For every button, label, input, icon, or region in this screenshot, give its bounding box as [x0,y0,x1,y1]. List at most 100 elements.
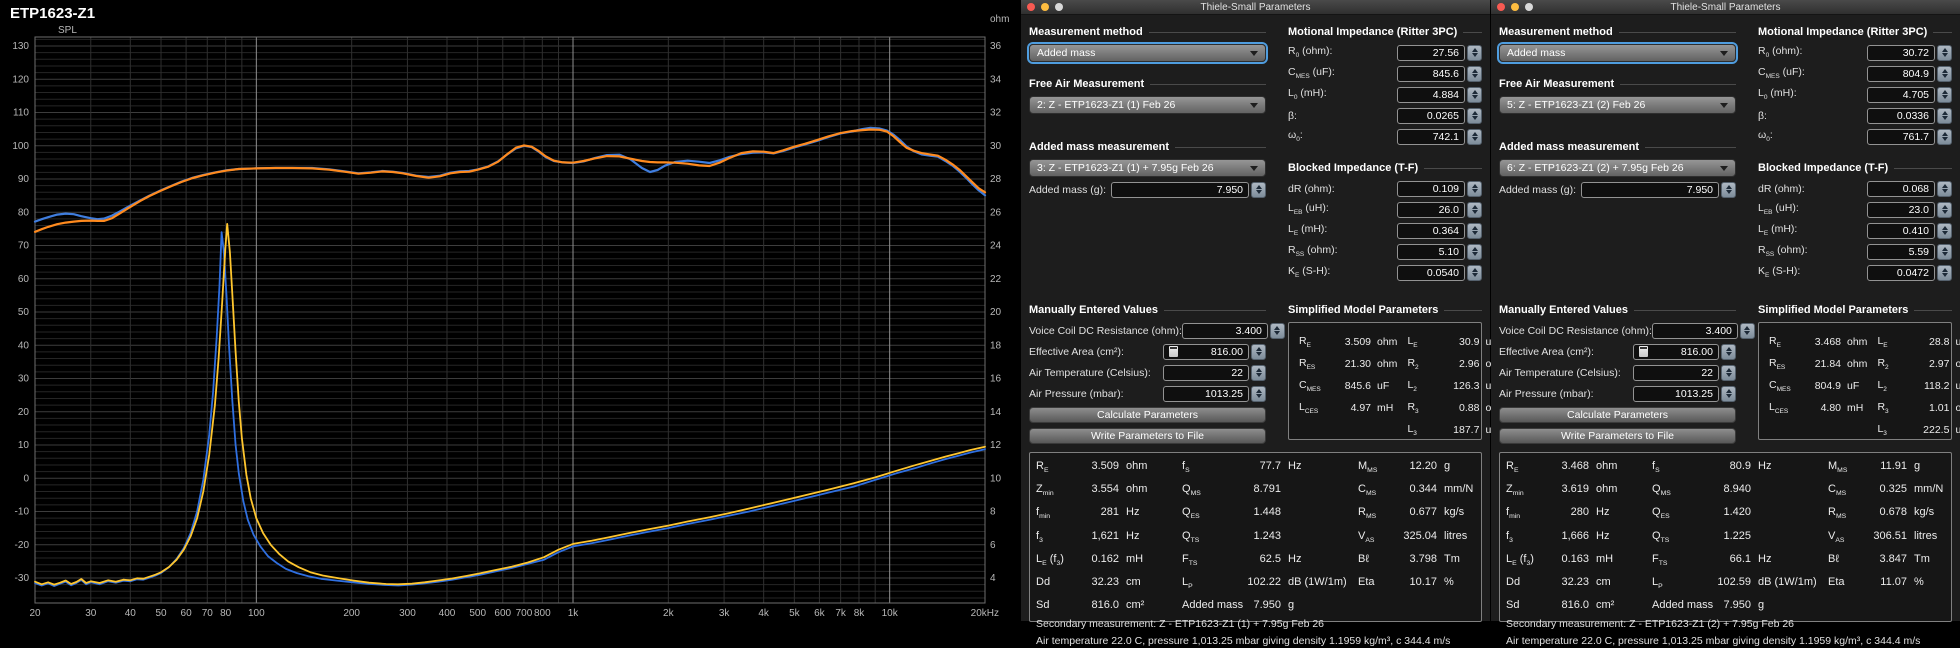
step-up-icon[interactable] [1725,347,1732,351]
step-up-icon[interactable] [1274,326,1281,330]
blocked-le-input[interactable]: 0.364 [1397,222,1465,239]
step-down-icon[interactable] [1255,373,1262,377]
step-up-icon[interactable] [1941,247,1948,251]
stepper[interactable] [1739,322,1755,339]
step-down-icon[interactable] [1255,190,1262,194]
stepper[interactable] [1937,107,1952,124]
step-up-icon[interactable] [1941,111,1948,115]
step-down-icon[interactable] [1941,116,1948,120]
calculator-icon[interactable] [1639,346,1648,357]
motional-w0-input[interactable]: 742.1 [1397,128,1465,145]
air-temperature-input[interactable]: 22 [1163,364,1249,381]
step-up-icon[interactable] [1941,90,1948,94]
blocked-dr-input[interactable]: 0.109 [1397,180,1465,197]
vc-resistance-input[interactable]: 3.400 [1651,322,1738,339]
step-down-icon[interactable] [1471,74,1478,78]
step-up-icon[interactable] [1471,268,1478,272]
free-air-measurement-select[interactable]: 5: Z - ETP1623-Z1 (2) Feb 26 [1499,96,1736,114]
step-up-icon[interactable] [1471,111,1478,115]
stepper[interactable] [1937,65,1952,82]
stepper[interactable] [1937,243,1952,260]
close-button[interactable] [1497,3,1505,11]
step-down-icon[interactable] [1471,137,1478,141]
calculate-parameters-button[interactable]: Calculate Parameters [1029,407,1266,423]
blocked-le-input[interactable]: 0.410 [1867,222,1935,239]
stepper[interactable] [1251,364,1266,381]
window-titlebar[interactable]: Thiele-Small Parameters [1491,0,1960,15]
write-parameters-button[interactable]: Write Parameters to File [1499,428,1736,444]
step-up-icon[interactable] [1255,347,1262,351]
effective-area-input[interactable]: 816.00 [1163,343,1249,360]
motional-cmes-input[interactable]: 845.6 [1397,65,1465,82]
added-mass-input[interactable]: 7.950 [1581,181,1719,198]
stepper[interactable] [1467,107,1482,124]
step-up-icon[interactable] [1471,226,1478,230]
window-titlebar[interactable]: Thiele-Small Parameters [1021,0,1490,15]
step-down-icon[interactable] [1941,210,1948,214]
motional-r0-input[interactable]: 30.72 [1867,44,1935,61]
step-down-icon[interactable] [1471,95,1478,99]
stepper[interactable] [1269,322,1285,339]
stepper[interactable] [1467,222,1482,239]
motional-l0-input[interactable]: 4.884 [1397,86,1465,103]
step-up-icon[interactable] [1725,389,1732,393]
added-mass-input[interactable]: 7.950 [1111,181,1249,198]
step-up-icon[interactable] [1744,326,1751,330]
stepper[interactable] [1467,180,1482,197]
step-down-icon[interactable] [1274,331,1281,335]
minimize-button[interactable] [1511,3,1519,11]
free-air-measurement-select[interactable]: 2: Z - ETP1623-Z1 (1) Feb 26 [1029,96,1266,114]
blocked-rss-input[interactable]: 5.10 [1397,243,1465,260]
stepper[interactable] [1251,385,1266,402]
stepper[interactable] [1467,65,1482,82]
motional-l0-input[interactable]: 4.705 [1867,86,1935,103]
step-down-icon[interactable] [1471,231,1478,235]
step-up-icon[interactable] [1255,368,1262,372]
close-button[interactable] [1027,3,1035,11]
added-mass-stepper[interactable] [1721,181,1736,198]
write-parameters-button[interactable]: Write Parameters to File [1029,428,1266,444]
motional-beta-input[interactable]: 0.0336 [1867,107,1935,124]
motional-beta-input[interactable]: 0.0265 [1397,107,1465,124]
step-down-icon[interactable] [1941,137,1948,141]
stepper[interactable] [1937,180,1952,197]
step-down-icon[interactable] [1471,273,1478,277]
stepper[interactable] [1467,243,1482,260]
step-down-icon[interactable] [1744,331,1751,335]
added-mass-stepper[interactable] [1251,181,1266,198]
step-down-icon[interactable] [1725,394,1732,398]
step-down-icon[interactable] [1941,231,1948,235]
step-down-icon[interactable] [1941,252,1948,256]
step-up-icon[interactable] [1471,132,1478,136]
step-down-icon[interactable] [1941,189,1948,193]
stepper[interactable] [1937,44,1952,61]
stepper[interactable] [1251,343,1266,360]
step-up-icon[interactable] [1471,184,1478,188]
air-pressure-input[interactable]: 1013.25 [1163,385,1249,402]
added-mass-measurement-select[interactable]: 6: Z - ETP1623-Z1 (2) + 7.95g Feb 26 [1499,159,1736,177]
blocked-leb-input[interactable]: 26.0 [1397,201,1465,218]
step-down-icon[interactable] [1941,53,1948,57]
step-down-icon[interactable] [1255,352,1262,356]
step-up-icon[interactable] [1725,185,1732,189]
vc-resistance-input[interactable]: 3.400 [1181,322,1268,339]
stepper[interactable] [1467,264,1482,281]
step-up-icon[interactable] [1941,226,1948,230]
stepper[interactable] [1721,343,1736,360]
zoom-button[interactable] [1525,3,1533,11]
stepper[interactable] [1467,86,1482,103]
blocked-dr-input[interactable]: 0.068 [1867,180,1935,197]
step-down-icon[interactable] [1255,394,1262,398]
step-up-icon[interactable] [1471,205,1478,209]
calculator-icon[interactable] [1169,346,1178,357]
step-up-icon[interactable] [1471,48,1478,52]
measurement-method-select[interactable]: Added mass [1499,44,1736,62]
added-mass-measurement-select[interactable]: 3: Z - ETP1623-Z1 (1) + 7.95g Feb 26 [1029,159,1266,177]
step-up-icon[interactable] [1941,132,1948,136]
step-up-icon[interactable] [1941,48,1948,52]
step-down-icon[interactable] [1725,373,1732,377]
stepper[interactable] [1467,128,1482,145]
air-temperature-input[interactable]: 22 [1633,364,1719,381]
step-up-icon[interactable] [1471,69,1478,73]
step-down-icon[interactable] [1471,252,1478,256]
